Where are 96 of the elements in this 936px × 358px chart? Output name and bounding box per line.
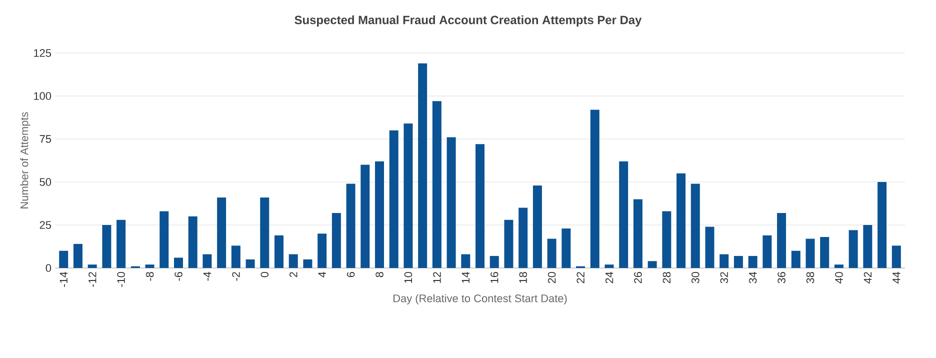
x-tick-label: 24 bbox=[605, 272, 614, 284]
x-tick-label: -14 bbox=[60, 272, 68, 287]
x-tick-label: 32 bbox=[720, 272, 728, 284]
bar bbox=[633, 199, 642, 268]
bar bbox=[59, 250, 68, 268]
bar bbox=[404, 124, 413, 268]
bar bbox=[705, 226, 714, 268]
x-tick-label: 8 bbox=[376, 272, 384, 278]
x-tick-label: 22 bbox=[576, 272, 584, 284]
x-tick-label: 28 bbox=[662, 272, 671, 284]
y-axis-title: Number of Attempts bbox=[20, 112, 30, 208]
bar bbox=[160, 211, 169, 268]
bar bbox=[863, 225, 872, 268]
bar bbox=[604, 264, 614, 268]
x-tick-label: 12 bbox=[433, 272, 441, 283]
bar bbox=[446, 137, 456, 268]
bar bbox=[892, 246, 901, 268]
x-tick-label: 44 bbox=[892, 272, 900, 284]
x-tick-label: 10 bbox=[404, 272, 412, 283]
bar bbox=[332, 212, 341, 268]
bar bbox=[662, 211, 672, 268]
bar bbox=[590, 110, 600, 268]
x-tick-label: 20 bbox=[548, 272, 556, 284]
bar bbox=[476, 144, 485, 268]
bar bbox=[806, 238, 815, 268]
bar bbox=[318, 234, 327, 268]
bar bbox=[532, 185, 542, 268]
bar bbox=[432, 101, 442, 268]
x-tick-label: 38 bbox=[806, 272, 814, 284]
x-tick-label: 30 bbox=[692, 272, 700, 284]
x-tick-label: 0 bbox=[260, 272, 269, 278]
bar bbox=[490, 256, 499, 268]
bar bbox=[418, 63, 428, 268]
bar bbox=[375, 161, 384, 268]
bar bbox=[231, 246, 240, 268]
x-tick-label: 26 bbox=[634, 272, 642, 284]
bar bbox=[102, 225, 112, 268]
x-tick-label: 2 bbox=[290, 272, 298, 278]
bar bbox=[174, 258, 183, 268]
x-tick-label: -12 bbox=[88, 272, 96, 287]
y-tick-label: 0 bbox=[46, 264, 52, 272]
bar bbox=[504, 220, 514, 268]
bar bbox=[461, 254, 470, 268]
bar bbox=[734, 256, 743, 268]
y-tick-label: 125 bbox=[34, 49, 52, 57]
bar bbox=[260, 197, 270, 268]
y-tick-label: 100 bbox=[34, 92, 52, 100]
x-tick-label: -4 bbox=[203, 272, 211, 281]
bar bbox=[848, 230, 858, 268]
x-tick-label: 36 bbox=[778, 272, 786, 284]
x-tick-label: 14 bbox=[462, 272, 470, 283]
bar bbox=[346, 184, 356, 268]
x-tick-label: 16 bbox=[490, 272, 498, 283]
x-axis-title: Day (Relative to Contest Start Date) bbox=[394, 294, 567, 304]
bar bbox=[73, 244, 82, 268]
y-tick-label: 25 bbox=[40, 221, 52, 229]
bar bbox=[116, 220, 126, 268]
bar bbox=[720, 254, 729, 268]
x-tick-label: 42 bbox=[864, 272, 872, 284]
bar bbox=[202, 254, 212, 268]
bar bbox=[748, 256, 758, 268]
bar bbox=[547, 238, 556, 268]
x-tick-label: 40 bbox=[835, 272, 843, 284]
x-tick-label: -6 bbox=[174, 272, 182, 281]
bar bbox=[648, 261, 657, 268]
bar bbox=[88, 264, 97, 268]
x-tick-label: -2 bbox=[232, 272, 240, 281]
bar bbox=[518, 208, 528, 268]
x-tick-label: 18 bbox=[519, 272, 527, 283]
bar bbox=[690, 184, 700, 268]
bar bbox=[389, 130, 398, 268]
bar bbox=[288, 254, 298, 268]
bar bbox=[274, 235, 284, 268]
x-tick-label: 6 bbox=[346, 272, 355, 278]
x-tick-label: -8 bbox=[146, 272, 154, 281]
x-tick-label: 4 bbox=[318, 272, 326, 278]
y-tick-label: 50 bbox=[40, 178, 52, 186]
x-tick-label: 34 bbox=[748, 272, 757, 284]
bar bbox=[820, 237, 830, 268]
bar bbox=[360, 164, 370, 268]
bar bbox=[777, 212, 786, 268]
bar bbox=[619, 161, 628, 268]
bar bbox=[246, 259, 255, 268]
bar bbox=[834, 264, 844, 268]
bar bbox=[145, 264, 154, 268]
bar bbox=[762, 235, 772, 268]
bar bbox=[878, 182, 887, 268]
chart-title: Suspected Manual Fraud Account Creation Attempts Per Day bbox=[294, 15, 642, 27]
x-tick-label: -10 bbox=[117, 272, 125, 287]
bar bbox=[303, 259, 312, 268]
y-tick-label: 75 bbox=[40, 135, 52, 143]
bar bbox=[188, 216, 198, 268]
bar bbox=[676, 173, 686, 268]
bar bbox=[791, 250, 800, 268]
bar bbox=[562, 228, 571, 268]
bar bbox=[217, 197, 226, 268]
